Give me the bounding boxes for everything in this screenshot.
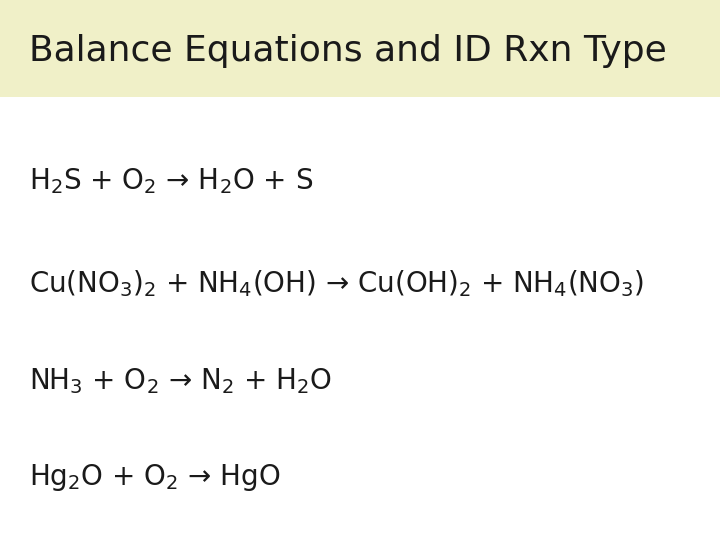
Text: Hg$_2$O + O$_2$ → HgO: Hg$_2$O + O$_2$ → HgO xyxy=(29,462,280,494)
Text: NH$_3$ + O$_2$ → N$_2$ + H$_2$O: NH$_3$ + O$_2$ → N$_2$ + H$_2$O xyxy=(29,366,332,396)
Text: Cu(NO$_3$)$_2$ + NH$_4$(OH) → Cu(OH)$_2$ + NH$_4$(NO$_3$): Cu(NO$_3$)$_2$ + NH$_4$(OH) → Cu(OH)$_2$… xyxy=(29,268,644,299)
Text: Balance Equations and ID Rxn Type: Balance Equations and ID Rxn Type xyxy=(29,35,667,68)
Text: H$_2$S + O$_2$ → H$_2$O + S: H$_2$S + O$_2$ → H$_2$O + S xyxy=(29,166,313,196)
Bar xyxy=(0,0,720,97)
